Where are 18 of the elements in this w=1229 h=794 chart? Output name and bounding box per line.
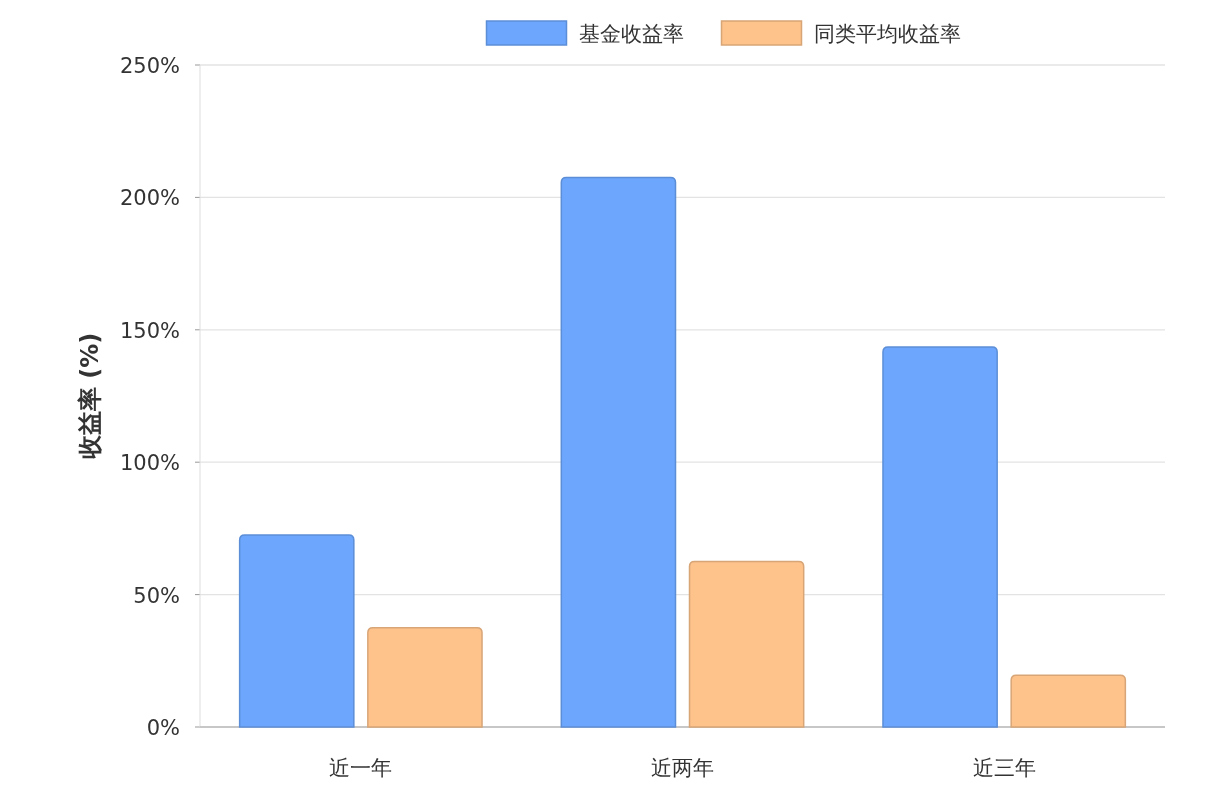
bar xyxy=(560,176,677,728)
y-axis-title: 收益率 (%) xyxy=(76,332,104,460)
bar xyxy=(882,346,998,728)
y-tick-label: 50% xyxy=(133,583,180,608)
x-tick-label: 近两年 xyxy=(651,756,714,780)
x-tick-label: 近三年 xyxy=(972,756,1036,780)
x-tick-label: 近一年 xyxy=(329,756,393,780)
legend-label: 同类平均收益率 xyxy=(813,22,961,46)
y-tick-label: 200% xyxy=(119,186,180,211)
y-tick-label: 250% xyxy=(119,54,180,78)
y-tick-label: 150% xyxy=(119,318,180,343)
y-tick-label: 0% xyxy=(146,716,180,740)
bar xyxy=(1010,674,1127,728)
legend-label: 基金收益率 xyxy=(578,22,684,46)
y-tick-label: 100% xyxy=(119,451,180,476)
bar xyxy=(688,560,805,728)
bar xyxy=(238,534,355,728)
bar xyxy=(367,626,483,728)
